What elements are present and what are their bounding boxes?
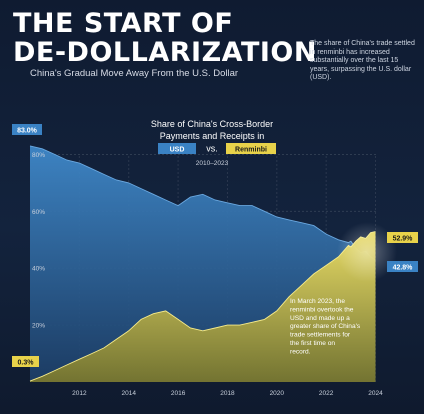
chart-title-line-2: Payments and Receipts in xyxy=(160,131,265,141)
y-tick-label-40%: 40% xyxy=(32,266,45,273)
y-tick-label-20%: 20% xyxy=(32,323,45,330)
annotation-text: In March 2023, the renminbi overtook the U… xyxy=(290,298,361,355)
main-title-line-1: THE START OF xyxy=(13,8,234,39)
x-tick-label-2012: 2012 xyxy=(72,390,87,397)
renminbi-end-label: 52.9% xyxy=(387,232,418,243)
subtitle: China's Gradual Move Away From the U.S. … xyxy=(30,68,239,79)
legend-swatch-renminbi xyxy=(226,143,276,154)
legend-swatch-usd xyxy=(158,143,196,154)
crossover-highlight xyxy=(337,222,397,282)
y-axis-ticks: 20% 40% 60% 80% xyxy=(32,152,45,330)
y-tick-label-60%: 60% xyxy=(32,209,45,216)
x-tick-label-2020: 2020 xyxy=(270,390,285,397)
area-renminbi xyxy=(30,231,376,382)
x-axis-ticks: 2012 2014 2016 2018 2020 2022 2024 xyxy=(72,390,383,397)
main-title-line-2: DE-DOLLARIZATION xyxy=(13,37,317,68)
usd-start-label: 83.0% xyxy=(12,124,42,135)
x-tick-label-2018: 2018 xyxy=(220,390,235,397)
legend-vs: vs. xyxy=(206,144,218,154)
intro-note: The share of China's trade settled in re… xyxy=(310,40,415,82)
x-tick-label-2016: 2016 xyxy=(171,390,186,397)
x-tick-label-2024: 2024 xyxy=(368,390,383,397)
renminbi-end-value: 52.9% xyxy=(393,236,414,243)
renminbi-start-value: 0.3% xyxy=(18,360,35,367)
chart-legend: USD vs. Renminbi xyxy=(158,143,276,154)
crossover-annotation: In March 2023, the renminbi overtook the U… xyxy=(290,298,361,355)
y-tick-label-80%: 80% xyxy=(32,152,45,159)
chart-period: 2010–2023 xyxy=(196,160,229,167)
usd-end-label: 42.8% xyxy=(387,261,418,272)
usd-start-value: 83.0% xyxy=(17,128,38,135)
renminbi-start-label: 0.3% xyxy=(12,356,39,367)
chart-title-line-1: Share of China's Cross-Border xyxy=(151,119,273,129)
usd-end-value: 42.8% xyxy=(393,265,414,272)
x-tick-label-2014: 2014 xyxy=(121,390,136,397)
legend-label-usd: USD xyxy=(170,147,185,154)
legend-label-renminbi: Renminbi xyxy=(235,147,267,154)
x-tick-label-2022: 2022 xyxy=(319,390,334,397)
